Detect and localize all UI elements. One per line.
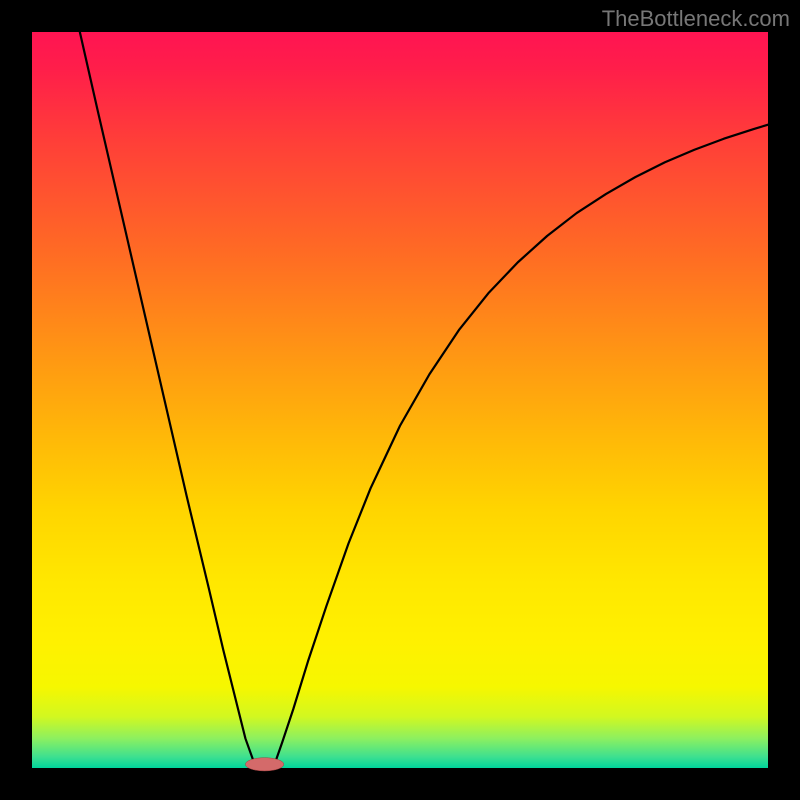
optimal-point-marker [245,758,283,771]
bottleneck-curve-chart [0,0,800,800]
gradient-background [32,32,768,768]
chart-frame: TheBottleneck.com [0,0,800,800]
watermark-text: TheBottleneck.com [602,6,790,32]
